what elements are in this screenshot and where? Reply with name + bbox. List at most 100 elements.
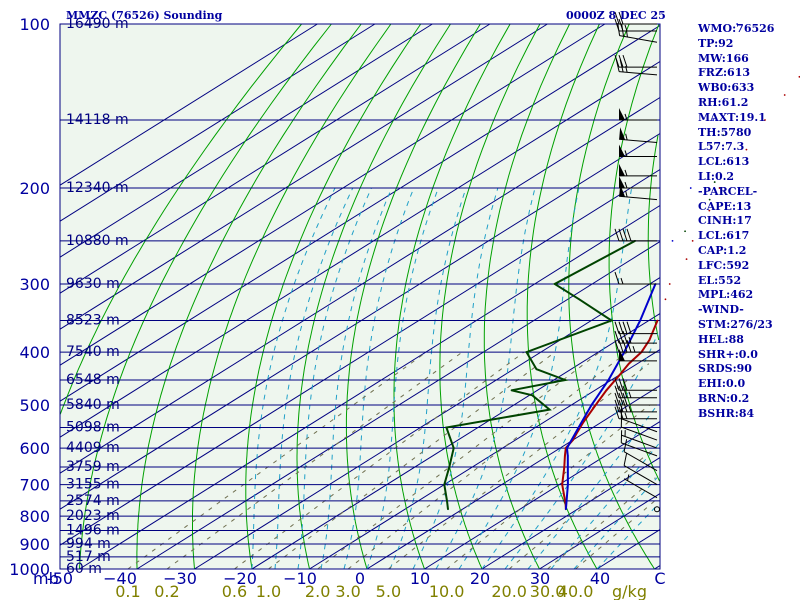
barb-full xyxy=(618,321,624,334)
barb-half xyxy=(626,30,628,38)
temperature-point xyxy=(564,454,566,457)
wind-barb xyxy=(654,506,660,513)
barb-half xyxy=(625,133,628,141)
barb-staff xyxy=(623,478,658,499)
height-label: 2574 m xyxy=(66,493,120,509)
parcel-trace xyxy=(564,283,657,510)
barb-full xyxy=(618,399,624,413)
barb-half xyxy=(628,391,632,398)
mixing-ratio-label: 3.0 xyxy=(335,582,360,600)
temperature-point xyxy=(561,483,564,486)
barb-half xyxy=(624,169,628,177)
calm-circle xyxy=(654,506,660,513)
dewpoint-point xyxy=(715,162,718,165)
mixing-ratio-line xyxy=(575,497,659,570)
barb-full xyxy=(622,228,628,242)
barb-full xyxy=(622,385,628,398)
stat-line: SRDS:90 xyxy=(698,362,752,376)
barb-half xyxy=(624,412,628,419)
wind-barb xyxy=(614,392,657,406)
wind-barb xyxy=(617,23,658,43)
wind-barb xyxy=(620,414,658,441)
dewpoint-point xyxy=(531,394,534,397)
barb-full xyxy=(614,385,620,398)
temperature-tick-label: −10 xyxy=(283,569,317,588)
isotherm-line xyxy=(596,529,661,570)
height-label: 12340 m xyxy=(66,180,129,196)
dewpoint-point xyxy=(548,408,551,411)
sounding-traces xyxy=(443,23,800,511)
temperature-point xyxy=(594,404,597,406)
barb-flag xyxy=(619,107,625,120)
stat-line: FRZ:613 xyxy=(698,66,751,80)
wind-barb xyxy=(623,453,658,486)
wind-barb xyxy=(614,321,657,335)
parcel-point xyxy=(689,187,692,189)
stat-line: CAP:1.2 xyxy=(698,243,747,257)
height-label: 60 m xyxy=(66,561,102,577)
mixing-ratio-label: 0.1 xyxy=(115,582,140,600)
temperature-trace xyxy=(561,320,659,510)
parcel-point xyxy=(577,426,580,429)
barb-full xyxy=(618,330,624,344)
barb-full xyxy=(614,11,620,25)
pressure-tick-label: 300 xyxy=(19,275,50,294)
barb-full xyxy=(614,392,620,406)
temperature-tick-label: −40 xyxy=(103,569,137,588)
pressure-tick-label: 900 xyxy=(19,535,50,554)
moist-adiabat-line xyxy=(504,333,659,570)
temperature-point xyxy=(618,373,621,376)
temperature-tick-label: -50 xyxy=(47,569,73,588)
pressure-tick-label: 100 xyxy=(19,15,50,34)
temperature-point xyxy=(745,148,748,151)
height-label: 994 m xyxy=(66,536,111,552)
mixing-ratio-line xyxy=(547,477,656,570)
wind-barb xyxy=(614,378,657,391)
dewpoint-point xyxy=(448,466,451,468)
plot-background xyxy=(60,24,660,569)
barb-full xyxy=(618,11,624,25)
wind-barb xyxy=(614,385,657,399)
mixing-ratio-label: 0.6 xyxy=(222,582,247,600)
mixing-ratio-label: 0.2 xyxy=(154,582,179,600)
stat-line: WB0:633 xyxy=(698,81,755,95)
stat-line: TH:5780 xyxy=(698,125,752,139)
barb-half xyxy=(624,113,628,121)
height-labels: 16490 m 14118 m 12340 m 10880 m 9630 m 8523 m… xyxy=(66,16,129,577)
barb-full xyxy=(618,385,624,398)
dewpoint-point xyxy=(722,134,725,137)
isotherm-line xyxy=(481,457,661,570)
height-label: 8523 m xyxy=(66,313,120,329)
stat-line: MW:166 xyxy=(698,51,749,65)
barb-full xyxy=(614,406,620,419)
temperature-point xyxy=(691,239,694,242)
parcel-point xyxy=(639,319,642,322)
temperature-tick-label: 10 xyxy=(410,569,430,588)
isotherm-line xyxy=(79,205,661,570)
isotherm-line xyxy=(251,313,661,570)
isotherm-line xyxy=(59,61,661,438)
temperature-tick-label: 40 xyxy=(590,569,610,588)
barb-full xyxy=(623,439,628,452)
height-label: 10880 m xyxy=(66,233,129,249)
pressure-tick-label: 1000 xyxy=(9,560,50,579)
stat-line: MPL:462 xyxy=(698,288,754,302)
chart-title: MMZC (76526) Sounding xyxy=(66,9,223,22)
stat-line: MAXT:19.1 xyxy=(698,110,766,124)
isotherm-line xyxy=(194,277,661,570)
temperature-tick-label: 0 xyxy=(355,569,365,588)
barb-staff xyxy=(621,426,658,441)
temperature-point xyxy=(718,187,721,189)
dewpoint-point xyxy=(708,198,711,201)
dry-adiabat-line xyxy=(647,135,660,341)
barb-full xyxy=(626,339,632,353)
isotherm-line xyxy=(366,385,661,570)
mixing-ratio-label: 20.0 xyxy=(491,582,527,600)
barb-full xyxy=(618,228,624,242)
parcel-point xyxy=(566,447,568,449)
pressure-tick-label: 200 xyxy=(19,179,50,198)
temperature-point xyxy=(685,258,688,260)
wind-barb xyxy=(614,406,657,420)
wind-barb xyxy=(614,330,657,344)
temperature-point xyxy=(648,339,651,341)
